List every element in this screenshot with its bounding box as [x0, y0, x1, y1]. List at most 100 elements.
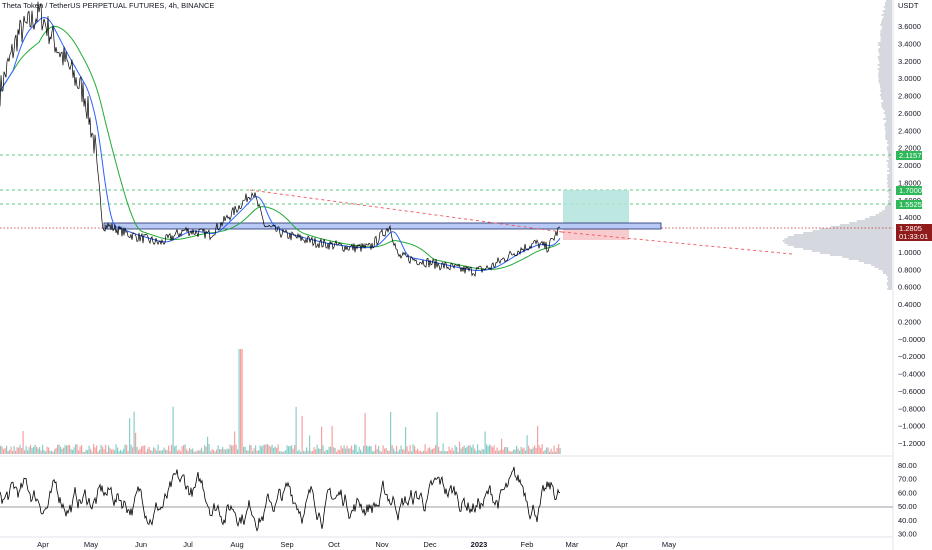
currency-label: USDT	[898, 1, 919, 10]
time-axis[interactable]: Apr May Jun Jul Aug Sep Oct Nov Dec 2023 Feb Mar Apr…	[37, 540, 676, 549]
volume-profile-bar	[884, 124, 892, 126]
volume-profile-bar	[883, 6, 892, 8]
price-tick-label: 3.2000	[898, 57, 921, 66]
volume-bar	[175, 445, 177, 454]
volume-profile-bar	[881, 104, 892, 106]
volume-bar	[213, 450, 215, 454]
volume-bar	[19, 444, 21, 454]
price-series[interactable]	[0, 1, 561, 278]
volume-bar	[489, 444, 491, 454]
volume-bar	[532, 447, 534, 454]
rsi-tick-label: 60.00	[898, 488, 917, 497]
volume-profile-bar	[887, 170, 892, 172]
volume-bar	[447, 451, 449, 454]
volume-bar	[196, 450, 198, 454]
volume-profile-bar	[886, 146, 892, 148]
volume-bar	[445, 451, 447, 454]
volume-bar	[441, 451, 443, 454]
volume-bar	[300, 451, 302, 454]
rsi-series[interactable]	[0, 466, 561, 532]
volume-profile-bar	[885, 114, 892, 116]
volume-bar	[210, 451, 212, 454]
volume-bar	[541, 444, 543, 454]
price-tick-label: −1.2000	[898, 439, 925, 448]
volume-bar	[57, 444, 59, 454]
volume-bar	[136, 446, 138, 454]
level-badge-2: 2.1157	[896, 151, 922, 160]
volume-profile-bar	[829, 254, 892, 256]
volume-bar	[67, 444, 69, 454]
volume-bar	[261, 446, 263, 454]
volume-bar	[432, 448, 434, 454]
volume-profile-bar	[888, 286, 892, 288]
volume-bar	[292, 448, 294, 454]
volume-profile-bar	[888, 194, 892, 196]
volume-bar	[247, 450, 249, 454]
volume-bar	[75, 444, 77, 454]
volume-bar	[79, 446, 81, 454]
moving-average-fast[interactable]	[0, 16, 561, 271]
volume-bar	[438, 446, 440, 454]
long-position-target[interactable]	[563, 190, 629, 228]
volume-bar	[12, 451, 14, 454]
volume-profile-bar	[881, 14, 892, 16]
volume-bar	[429, 447, 431, 454]
volume-bar	[66, 445, 68, 454]
volume-profile-bar	[879, 82, 892, 84]
price-tick-label: 1.8000	[898, 178, 921, 187]
volume-profile-bar	[793, 246, 892, 248]
volume-bar	[427, 448, 429, 454]
volume-bar	[297, 451, 299, 454]
volume-bar	[345, 448, 347, 454]
volume-bar	[250, 445, 252, 454]
volume-bar	[351, 445, 353, 454]
volume-bar	[373, 450, 375, 454]
volume-bar	[291, 445, 293, 454]
volume-bar	[481, 449, 483, 454]
volume-profile-bar	[784, 238, 892, 240]
volume-bar	[403, 449, 405, 454]
volume-bar	[111, 449, 113, 454]
volume-bar	[34, 444, 36, 454]
volume-profile-bar	[882, 10, 892, 12]
volume-bar	[484, 431, 486, 454]
volume-profile-bar	[883, 16, 892, 18]
volume-bar	[405, 427, 407, 454]
volume-bar	[453, 450, 455, 454]
volume-bar	[87, 450, 89, 454]
volume-bar	[475, 450, 477, 454]
symbol-title[interactable]: Theta Token / TetherUS PERPETUAL FUTURES…	[2, 1, 214, 10]
svg-text:01:33:01: 01:33:01	[899, 232, 928, 241]
price-tick-label: 0.6000	[898, 283, 921, 292]
volume-bar	[223, 449, 225, 454]
price-axis[interactable]: 3.6000 3.4000 3.2000 3.0000 2.8000 2.6000 2.40…	[898, 22, 925, 448]
volume-bar	[520, 446, 522, 454]
volume-bar	[436, 412, 438, 454]
volume-bar	[334, 447, 336, 454]
volume-bar	[130, 444, 132, 454]
volume-profile-bar	[887, 180, 892, 182]
volume-bar	[126, 444, 128, 454]
support-zone-rectangle[interactable]	[103, 222, 662, 230]
volume-bar	[313, 447, 315, 454]
trendline-upper[interactable]	[249, 189, 563, 233]
moving-average-slow[interactable]	[0, 25, 561, 270]
volume-bar	[132, 447, 134, 454]
volume-bar	[28, 447, 30, 454]
level-badge-1: 1.7000	[896, 186, 922, 195]
volume-profile-bar	[881, 98, 892, 100]
rsi-axis[interactable]: 80.00 70.00 60.00 50.00 40.00 30.00	[898, 461, 917, 539]
volume-profile-bar	[885, 134, 892, 136]
volume-bar	[174, 446, 176, 454]
volume-bar	[496, 447, 498, 454]
trendline-extension[interactable]	[561, 231, 793, 255]
volume-profile-bar	[842, 256, 892, 258]
long-position-stop[interactable]	[563, 228, 629, 240]
volume-bar	[409, 444, 411, 454]
volume-profile-bar	[886, 178, 892, 180]
volume-bar	[514, 449, 516, 454]
volume-bar	[138, 450, 140, 454]
volume-bar	[396, 445, 398, 454]
volume-profile-bar	[882, 270, 892, 272]
